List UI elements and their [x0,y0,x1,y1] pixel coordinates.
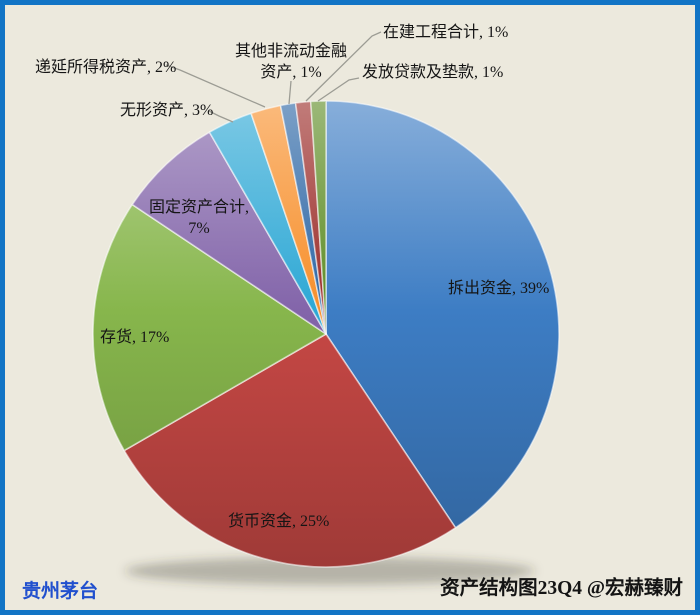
pie-shadow [124,557,536,585]
slice-label-intangible-assets: 无形资产, 3% [120,101,213,119]
pie-slice-inventory: 存货, 17% [92,203,327,452]
leader-line-loans-and-advances [317,77,360,102]
company-name-label: 贵州茅台 [22,581,99,602]
slice-label-cash: 货币资金, 25% [228,512,329,530]
slice-label-fixed-assets-total: 固定资产合计, 7% [149,198,249,237]
slice-label-inventory: 存货, 17% [100,328,169,346]
leader-line-intangible-assets [208,110,234,123]
slice-label-other-noncurrent-financial-assets: 其他非流动金融资产, 1% [235,42,347,81]
leader-line-other-noncurrent-financial-assets [288,80,292,105]
slice-label-loans-and-advances: 发放贷款及垫款, 1% [362,63,503,81]
leader-line-construction-in-progress-total [305,31,382,102]
pie-slice-fixed-assets-total: 固定资产合计, 7% [131,131,327,335]
slice-label-construction-in-progress-total: 在建工程合计, 1% [383,23,508,41]
chart-title: 资产结构图23Q4 @宏赫臻财 [440,578,683,599]
pie-slice-cash: 货币资金, 25% [123,333,457,568]
leader-line-deferred-tax-assets [165,64,266,108]
slice-label-lent-funds: 拆出资金, 39% [448,279,549,297]
slice-label-deferred-tax-assets: 递延所得税资产, 2% [35,58,176,76]
